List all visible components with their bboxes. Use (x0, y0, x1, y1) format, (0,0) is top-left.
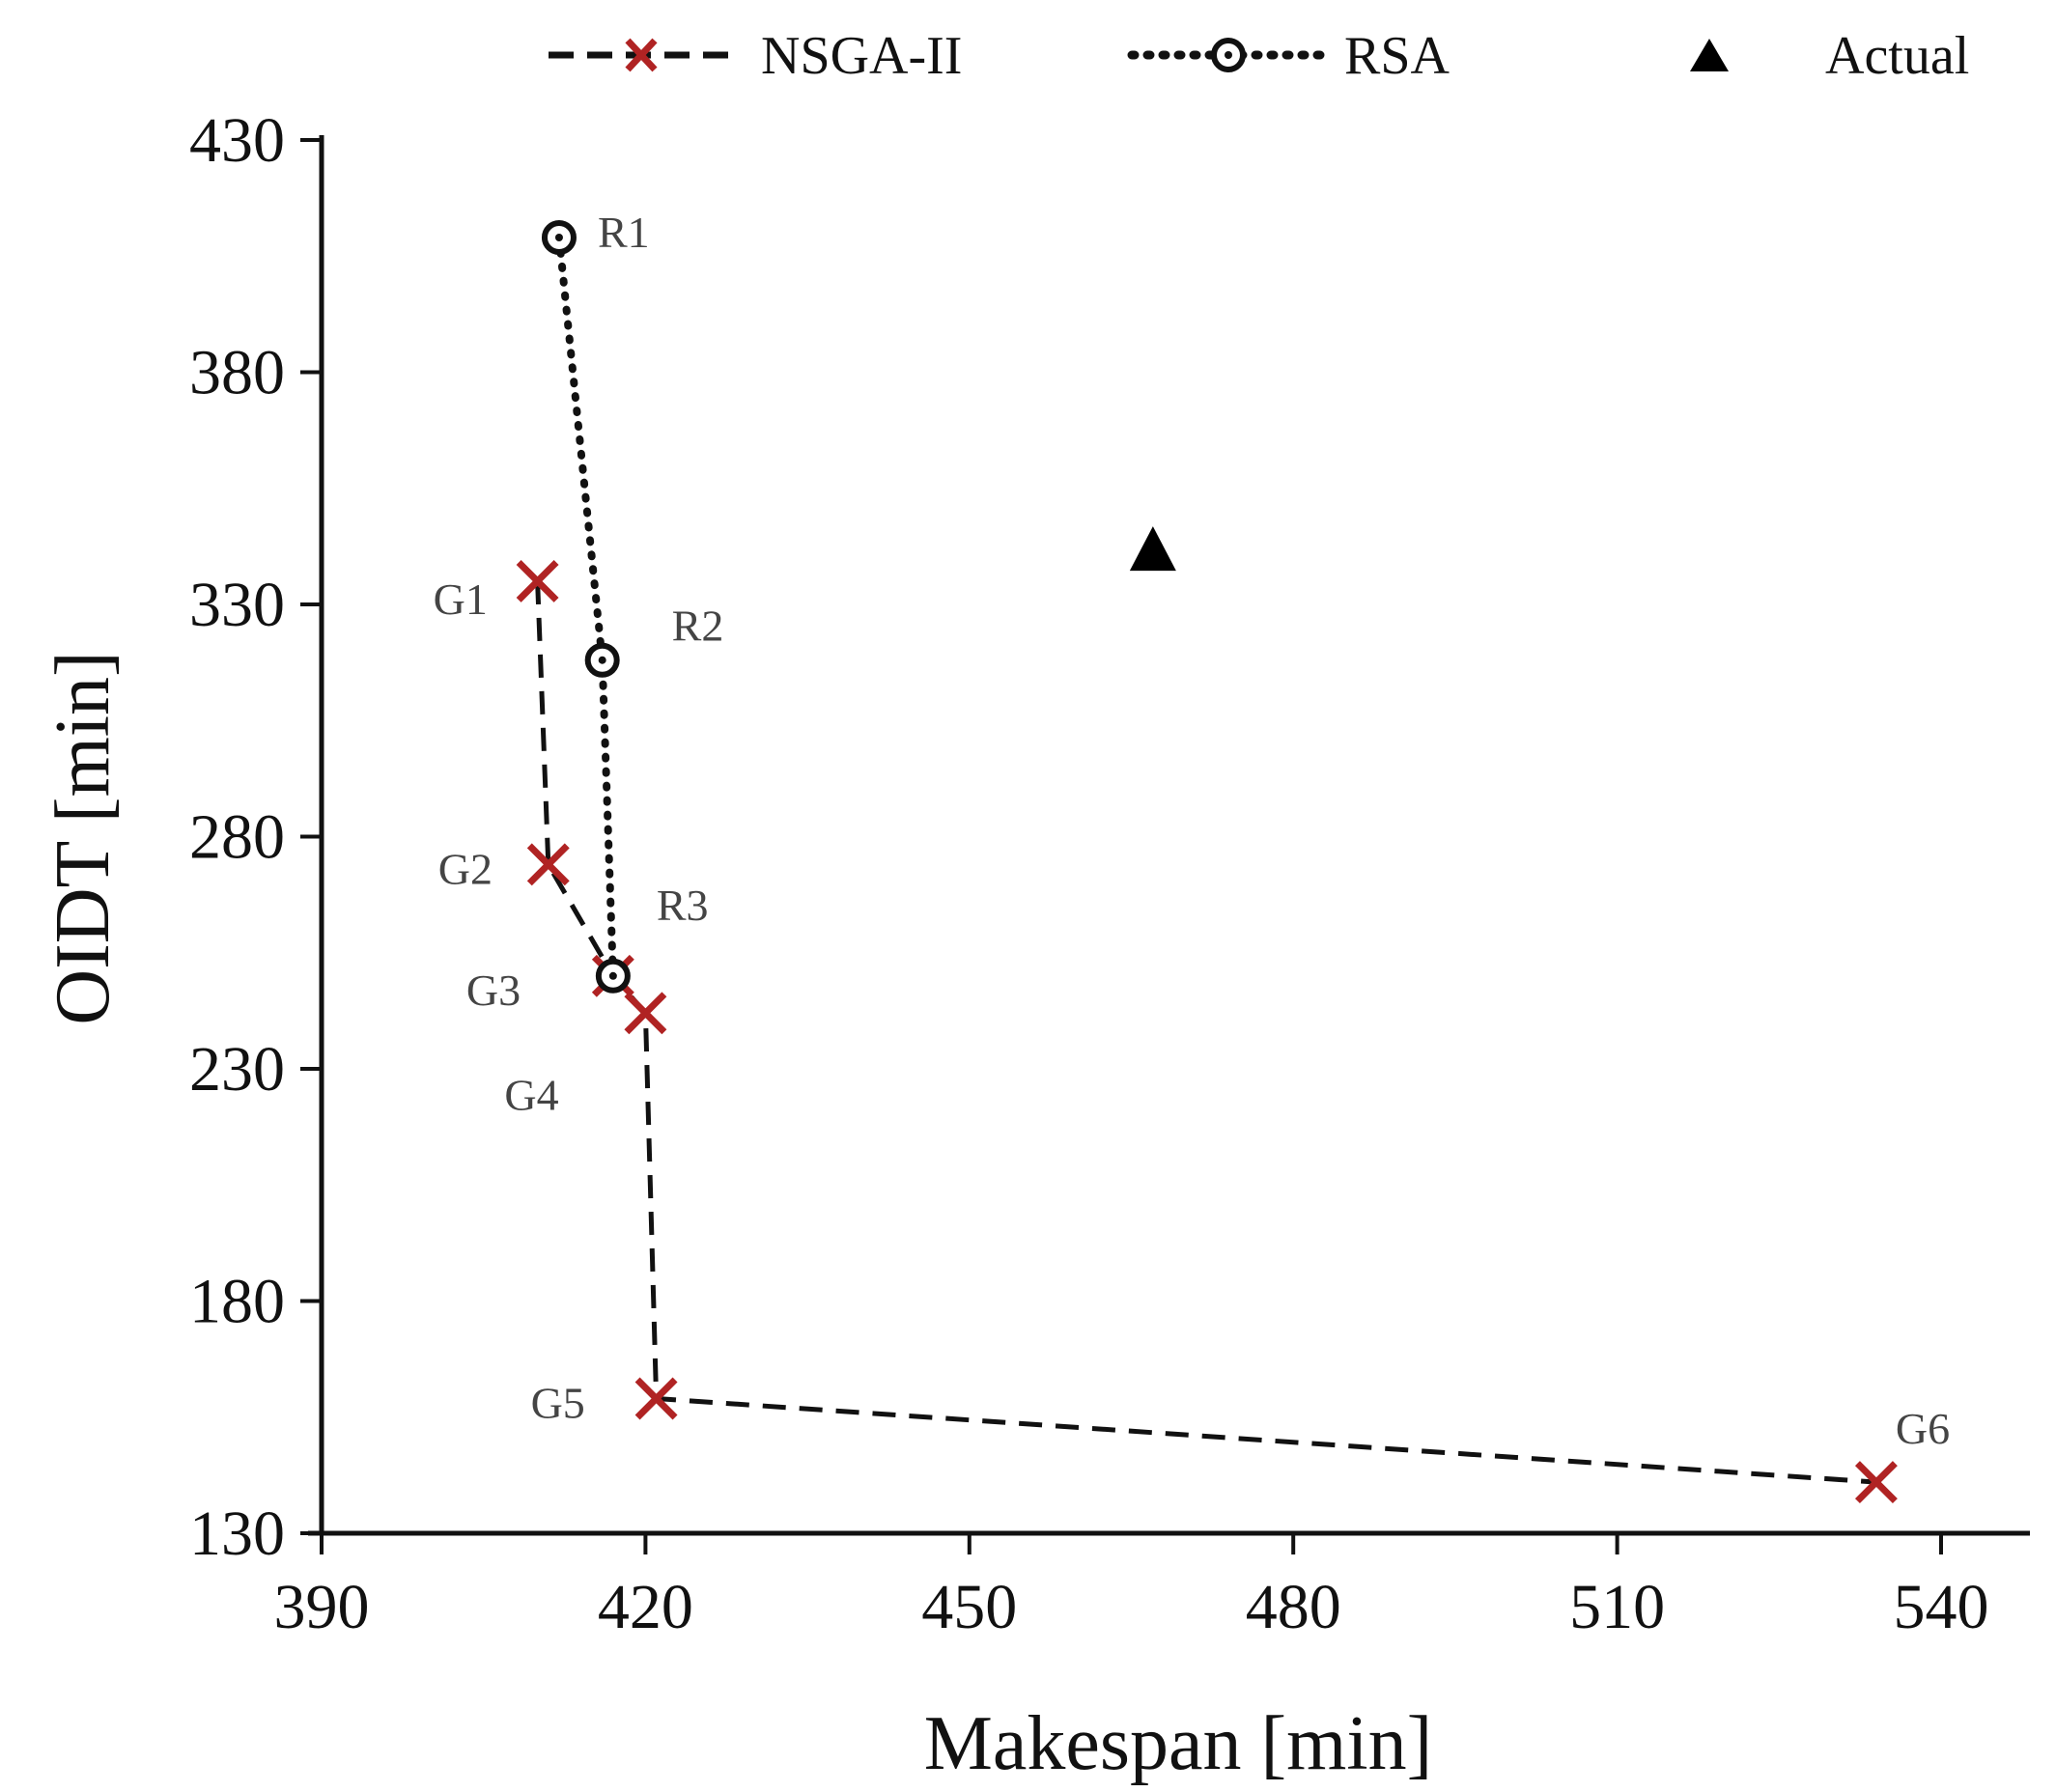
legend: NSGA-II RSA Actual (549, 26, 1969, 86)
legend-item-nsga: NSGA-II (549, 26, 962, 86)
legend-rsa-marker-dot (1225, 51, 1232, 59)
point-label-g2: G2 (438, 844, 493, 893)
marker-g4 (624, 992, 667, 1035)
legend-rsa-label: RSA (1344, 26, 1450, 86)
y-axis-title: OIDT [min] (41, 651, 126, 1024)
point-label-r2: R2 (672, 602, 724, 651)
point-label-g1: G1 (434, 574, 488, 624)
point-labels: G1 G2 G3 G4 G5 G6 R1 R2 R3 (434, 208, 1951, 1453)
axes: 390 420 450 480 510 540 430 380 330 280 230 180 130 (189, 105, 2030, 1642)
series-markers (516, 220, 1898, 1504)
x-tick-label: 480 (1246, 1572, 1341, 1642)
x-axis-title: Makespan [min] (924, 1701, 1433, 1786)
marker-g5 (634, 1377, 678, 1420)
marker-actual (1129, 526, 1176, 572)
y-tick-label: 330 (189, 570, 285, 640)
y-tick-label: 280 (189, 802, 285, 873)
y-tick-label: 380 (189, 338, 285, 408)
x-tick-label: 510 (1569, 1572, 1665, 1642)
x-tick-label: 540 (1894, 1572, 1989, 1642)
point-label-g6: G6 (1896, 1404, 1950, 1453)
legend-item-actual: Actual (1690, 26, 1969, 86)
y-tick-label: 430 (189, 105, 285, 176)
point-label-g4: G4 (504, 1070, 558, 1119)
marker-r2 (584, 642, 620, 678)
y-tick-label: 230 (189, 1034, 285, 1105)
legend-nsga-label: NSGA-II (761, 26, 962, 86)
point-label-r1: R1 (598, 208, 650, 257)
marker-g1 (516, 560, 559, 602)
series-lines (535, 234, 1877, 1485)
marker-g6 (1854, 1461, 1898, 1504)
x-tick-label: 450 (921, 1572, 1017, 1642)
series-line-rsa (554, 234, 617, 980)
legend-item-rsa: RSA (1127, 26, 1450, 86)
marker-g2 (526, 843, 570, 886)
series-line-nsga-ii (535, 580, 1877, 1485)
legend-actual-label: Actual (1825, 26, 1969, 86)
point-label-g3: G3 (466, 966, 521, 1015)
y-tick-label: 130 (189, 1498, 285, 1569)
marker-r3 (595, 958, 631, 994)
x-tick-label: 390 (274, 1572, 370, 1642)
legend-actual-marker (1690, 39, 1729, 71)
y-tick-label: 180 (189, 1267, 285, 1337)
point-label-r3: R3 (657, 881, 709, 930)
marker-r1 (541, 220, 577, 256)
x-tick-label: 420 (598, 1572, 693, 1642)
legend-nsga-marker (625, 38, 658, 72)
point-label-g5: G5 (531, 1379, 585, 1428)
